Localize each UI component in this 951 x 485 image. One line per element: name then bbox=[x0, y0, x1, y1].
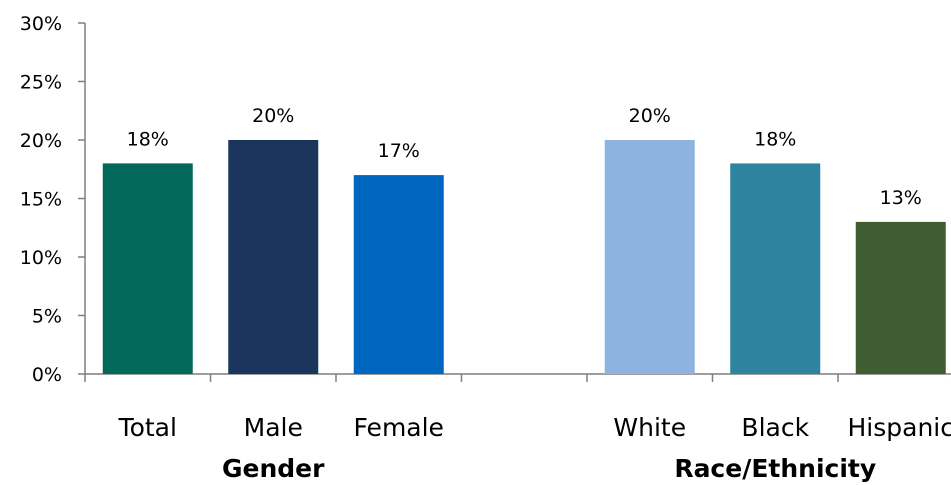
group-labels: Gender Race/Ethnicity bbox=[222, 454, 876, 483]
bar-white bbox=[604, 140, 695, 374]
data-label-male: 20% bbox=[252, 105, 294, 127]
group-label-gender: Gender bbox=[222, 454, 325, 483]
bar-total bbox=[102, 163, 193, 374]
y-tick-label: 15% bbox=[20, 189, 62, 211]
y-tick-label: 25% bbox=[20, 72, 62, 94]
category-label-white: White bbox=[613, 413, 686, 442]
x-axis bbox=[84, 373, 951, 382]
category-label-hispanic: Hispanic bbox=[848, 413, 951, 442]
y-tick-label: 20% bbox=[20, 130, 62, 152]
category-label-black: Black bbox=[741, 413, 809, 442]
category-label-total: Total bbox=[118, 413, 177, 442]
y-tick-label: 10% bbox=[20, 247, 62, 269]
data-label-white: 20% bbox=[629, 105, 671, 127]
bar-male bbox=[228, 140, 319, 374]
y-tick-label: 0% bbox=[32, 364, 62, 386]
category-label-female: Female bbox=[354, 413, 444, 442]
group-label-race-ethnicity: Race/Ethnicity bbox=[674, 454, 876, 483]
data-label-hispanic: 13% bbox=[880, 187, 922, 209]
category-label-male: Male bbox=[244, 413, 303, 442]
bar-hispanic bbox=[855, 221, 946, 374]
y-tick-label: 30% bbox=[20, 13, 62, 35]
y-axis: 0% 5% 10% 15% 20% 25% 30% bbox=[20, 13, 86, 386]
bar-female bbox=[353, 175, 444, 374]
bar-black bbox=[730, 163, 821, 374]
data-labels: 18% 20% 17% 20% 18% 13% bbox=[127, 105, 922, 209]
data-label-female: 17% bbox=[378, 140, 420, 162]
data-label-black: 18% bbox=[754, 128, 796, 150]
category-labels: Total Male Female White Black Hispanic bbox=[118, 413, 951, 442]
data-label-total: 18% bbox=[127, 128, 169, 150]
bars bbox=[102, 140, 946, 374]
y-tick-label: 5% bbox=[32, 306, 62, 328]
